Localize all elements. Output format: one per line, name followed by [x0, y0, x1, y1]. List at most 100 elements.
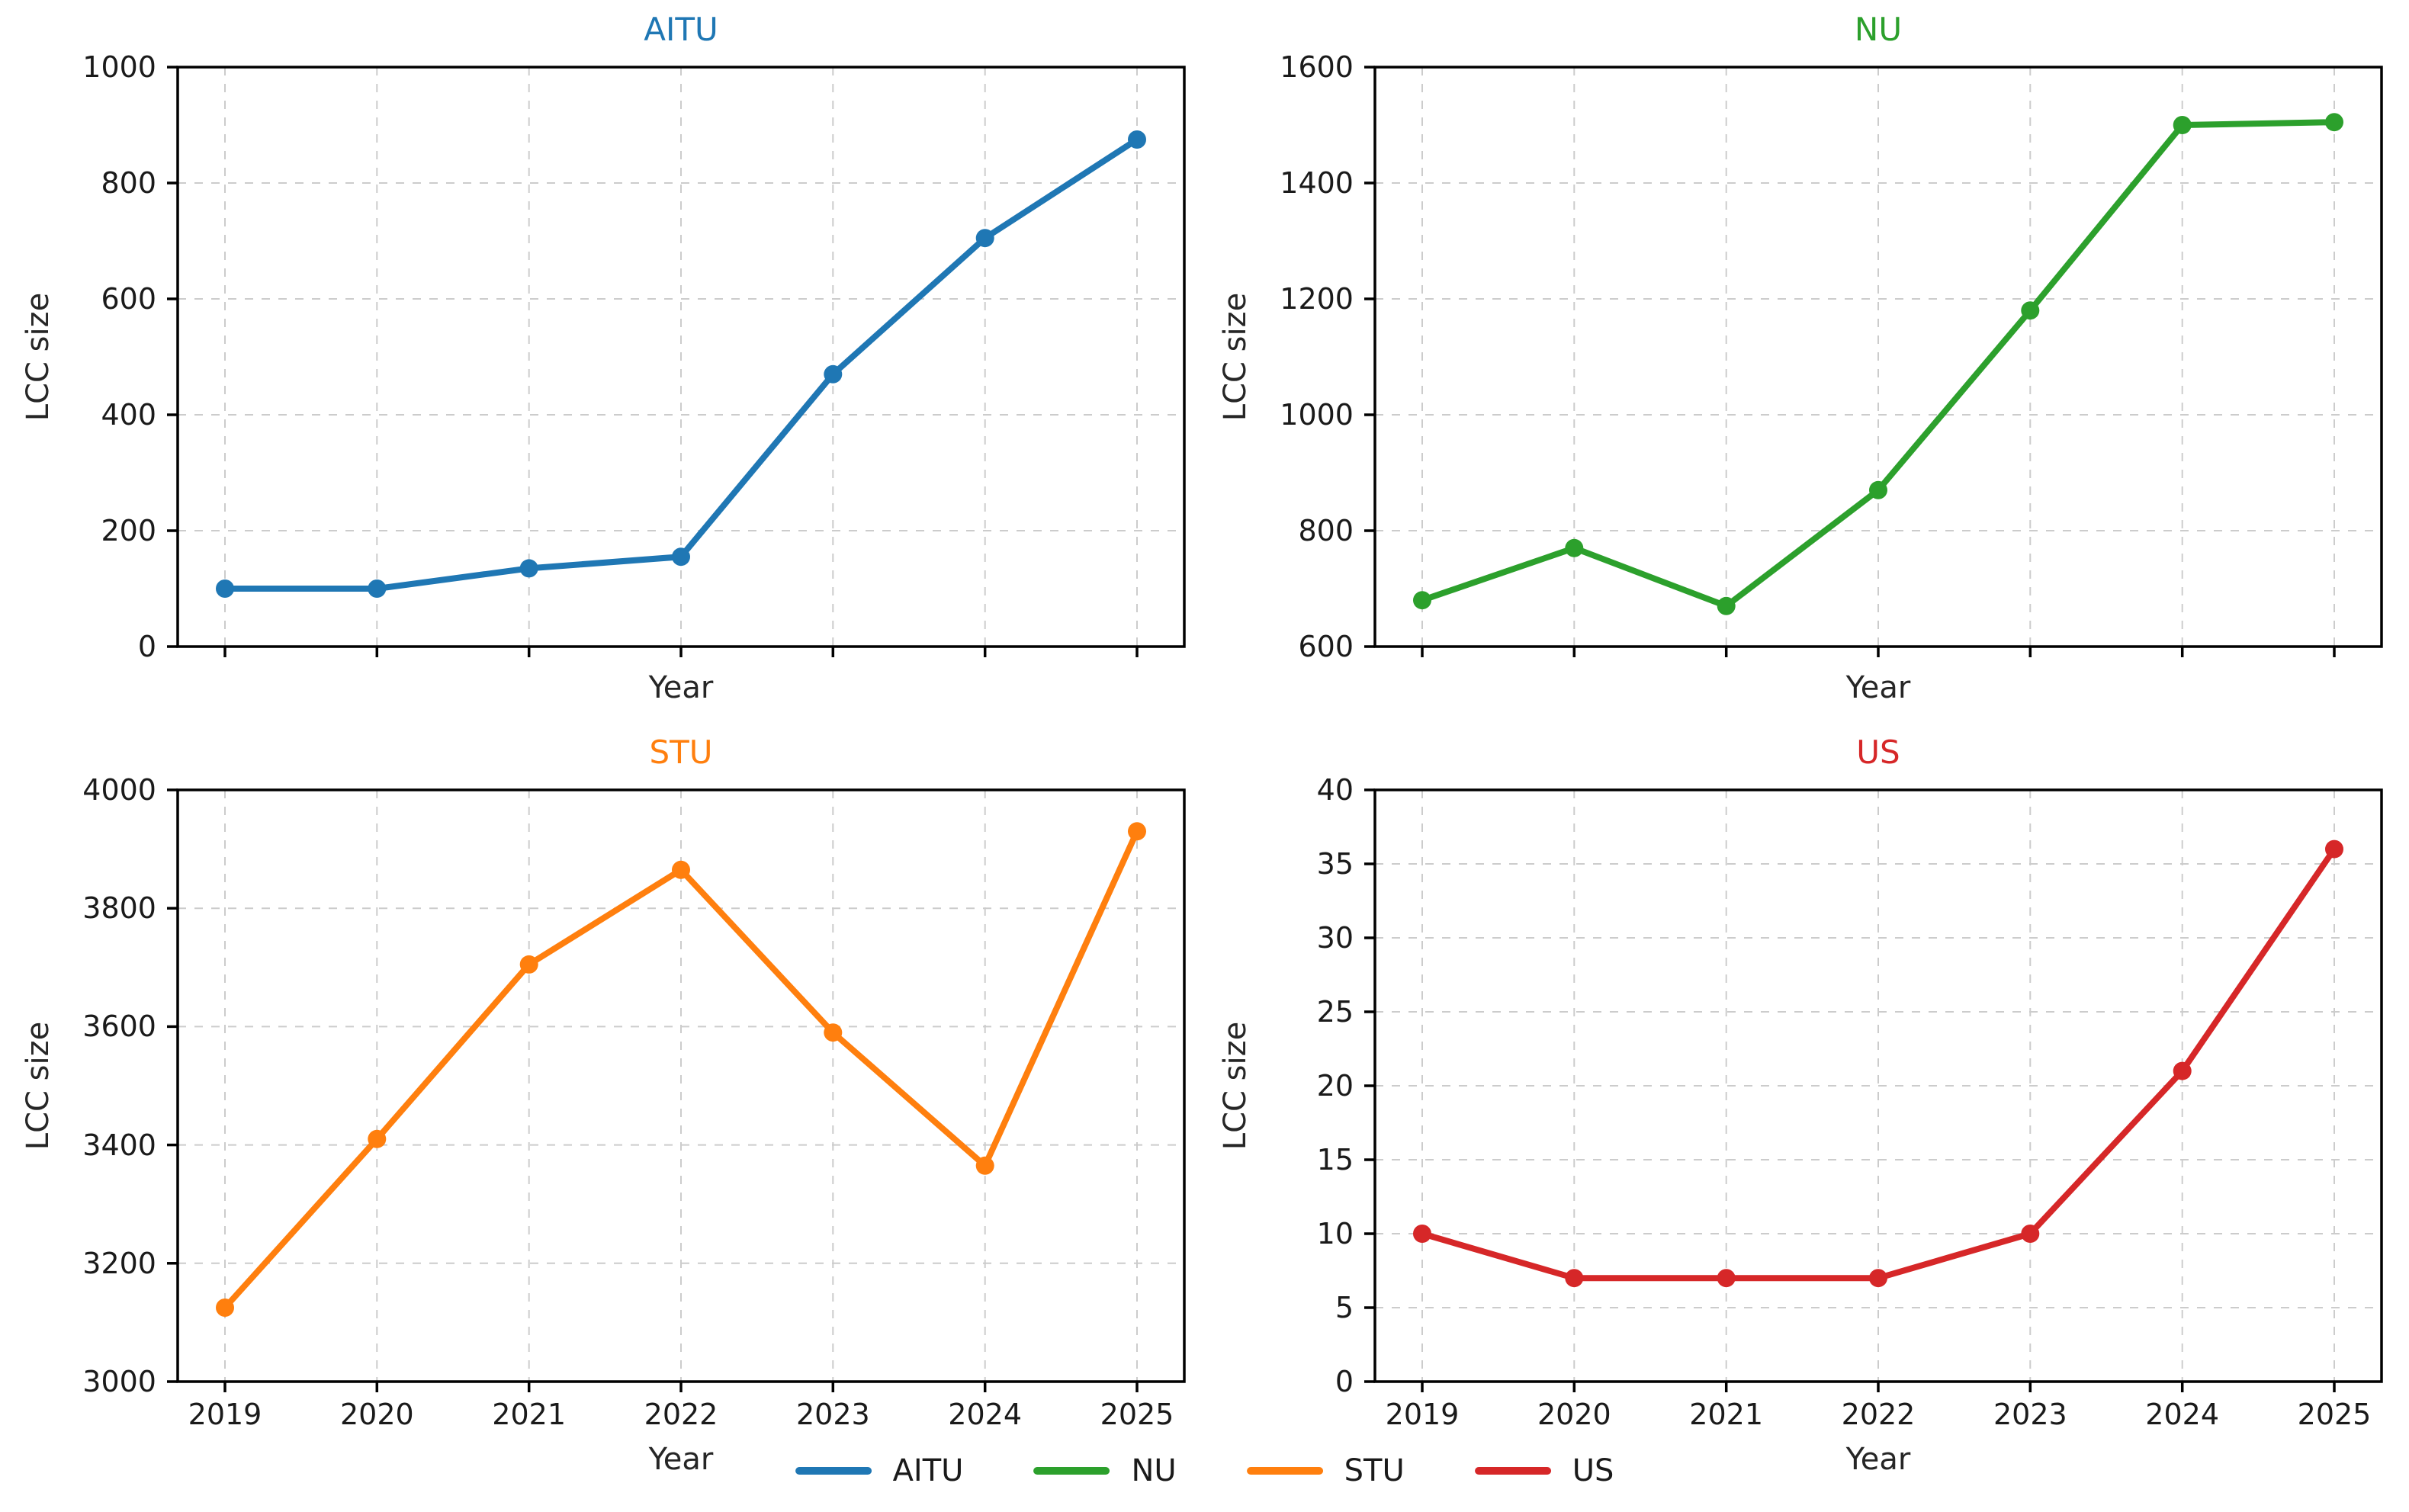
legend-swatch-aitu — [795, 1467, 872, 1475]
data-point — [2021, 1225, 2040, 1243]
data-point — [672, 547, 690, 567]
data-point — [519, 955, 538, 974]
x-tick-label: 2025 — [2297, 1398, 2372, 1431]
subplot-title-aitu: AITU — [644, 11, 718, 48]
y-tick-label: 15 — [1316, 1143, 1354, 1177]
y-tick-label: 20 — [1316, 1069, 1354, 1103]
series-line — [1419, 119, 2337, 609]
legend-label-stu: STU — [1344, 1453, 1405, 1488]
subplot-stu: STU LCC size 3000 3200 3400 3600 3800 4000 20… — [21, 734, 1186, 1477]
x-tick-label: 2023 — [795, 1398, 870, 1431]
axes-border — [1373, 66, 2383, 648]
legend-item-us: US — [1474, 1453, 1614, 1488]
data-point — [1717, 596, 1736, 615]
data-point — [368, 579, 387, 598]
plot-area-aitu — [167, 66, 1186, 657]
plot-area-stu — [167, 788, 1186, 1392]
y-tick-label: 3200 — [82, 1246, 156, 1280]
data-point — [1869, 480, 1887, 499]
data-point — [975, 229, 994, 248]
y-tick-label: 0 — [1335, 1365, 1354, 1398]
y-tick-label: 1600 — [1280, 50, 1354, 84]
plot-area-us — [1364, 788, 2383, 1392]
data-point — [2173, 1061, 2192, 1080]
subplot-aitu: AITU LCC size 0 200 400 600 800 1000 Year — [21, 11, 1186, 705]
data-point — [216, 579, 234, 598]
x-tick-label: 2020 — [1537, 1398, 1611, 1431]
figure-legend: AITU NU STU US — [795, 1453, 1614, 1488]
subplot-title-stu: STU — [649, 734, 713, 771]
data-point — [1128, 130, 1146, 149]
y-tick-label: 30 — [1316, 921, 1354, 955]
axes-border — [176, 66, 1186, 648]
legend-item-aitu: AITU — [795, 1453, 964, 1488]
x-tick-label: 2021 — [1689, 1398, 1764, 1431]
plot-area-nu — [1364, 66, 2383, 657]
y-tick-label: 400 — [101, 398, 156, 432]
subplot-nu: NU LCC size 600 800 1000 1200 1400 1600 Year — [1218, 11, 2383, 705]
data-point — [1565, 1269, 1584, 1288]
y-tick-label: 600 — [101, 282, 156, 316]
x-tick-label: 2019 — [188, 1398, 262, 1431]
y-tick-label: 0 — [137, 630, 156, 663]
y-tick-label: 800 — [1298, 514, 1354, 547]
y-tick-label: 5 — [1335, 1291, 1354, 1324]
x-tick-label: 2024 — [948, 1398, 1023, 1431]
y-tick-label: 35 — [1316, 847, 1354, 881]
x-axis-label: Year — [1845, 1442, 1911, 1477]
data-point — [2325, 113, 2343, 132]
data-point — [2021, 301, 2040, 320]
data-point — [1128, 822, 1146, 841]
data-point — [672, 860, 690, 879]
data-point — [1413, 591, 1431, 610]
data-point — [216, 1299, 234, 1317]
x-axis-label: Year — [1845, 670, 1911, 705]
y-tick-label: 1000 — [82, 50, 156, 84]
legend-label-nu: NU — [1131, 1453, 1177, 1488]
subplot-title-us: US — [1856, 734, 1900, 771]
x-tick-label: 2025 — [1100, 1398, 1174, 1431]
x-axis-label: Year — [648, 670, 714, 705]
data-point — [1413, 1225, 1431, 1243]
x-tick-label: 2022 — [644, 1398, 718, 1431]
x-tick-label: 2024 — [2145, 1398, 2220, 1431]
data-point — [1717, 1269, 1736, 1288]
legend-swatch-stu — [1246, 1467, 1323, 1475]
subplot-title-nu: NU — [1854, 11, 1903, 48]
data-point — [2173, 116, 2192, 134]
subplot-us: US LCC size 0 5 10 15 20 25 30 35 40 2019 2020 202… — [1218, 734, 2383, 1477]
x-tick-label: 2023 — [1993, 1398, 2067, 1431]
axes-border — [1373, 788, 2383, 1383]
x-tick-label: 2020 — [339, 1398, 414, 1431]
legend-label-us: US — [1572, 1453, 1614, 1488]
data-point — [824, 364, 843, 384]
y-tick-label: 25 — [1316, 995, 1354, 1029]
x-tick-label: 2019 — [1385, 1398, 1460, 1431]
y-tick-label: 3000 — [82, 1365, 156, 1398]
y-tick-label: 3400 — [82, 1128, 156, 1162]
data-point — [975, 1156, 994, 1175]
y-tick-label: 1200 — [1280, 282, 1354, 316]
y-tick-label: 4000 — [82, 773, 156, 807]
y-tick-label: 1400 — [1280, 166, 1354, 200]
y-tick-label: 40 — [1316, 773, 1354, 807]
data-point — [1565, 538, 1584, 557]
legend-swatch-us — [1474, 1467, 1551, 1475]
legend-label-aitu: AITU — [892, 1453, 964, 1488]
y-tick-label: 1000 — [1280, 398, 1354, 432]
axes-border — [176, 788, 1186, 1383]
x-axis-label: Year — [648, 1442, 714, 1477]
data-point — [368, 1129, 387, 1148]
data-point — [2325, 839, 2343, 859]
y-tick-label: 800 — [101, 166, 156, 200]
y-tick-label: 200 — [101, 514, 156, 547]
legend-item-stu: STU — [1246, 1453, 1405, 1488]
data-point — [519, 559, 538, 578]
series-line — [222, 828, 1140, 1311]
data-point — [1869, 1269, 1887, 1288]
legend-item-nu: NU — [1033, 1453, 1177, 1488]
y-tick-label: 10 — [1316, 1217, 1354, 1250]
data-point — [824, 1023, 843, 1042]
legend-swatch-nu — [1033, 1467, 1110, 1475]
